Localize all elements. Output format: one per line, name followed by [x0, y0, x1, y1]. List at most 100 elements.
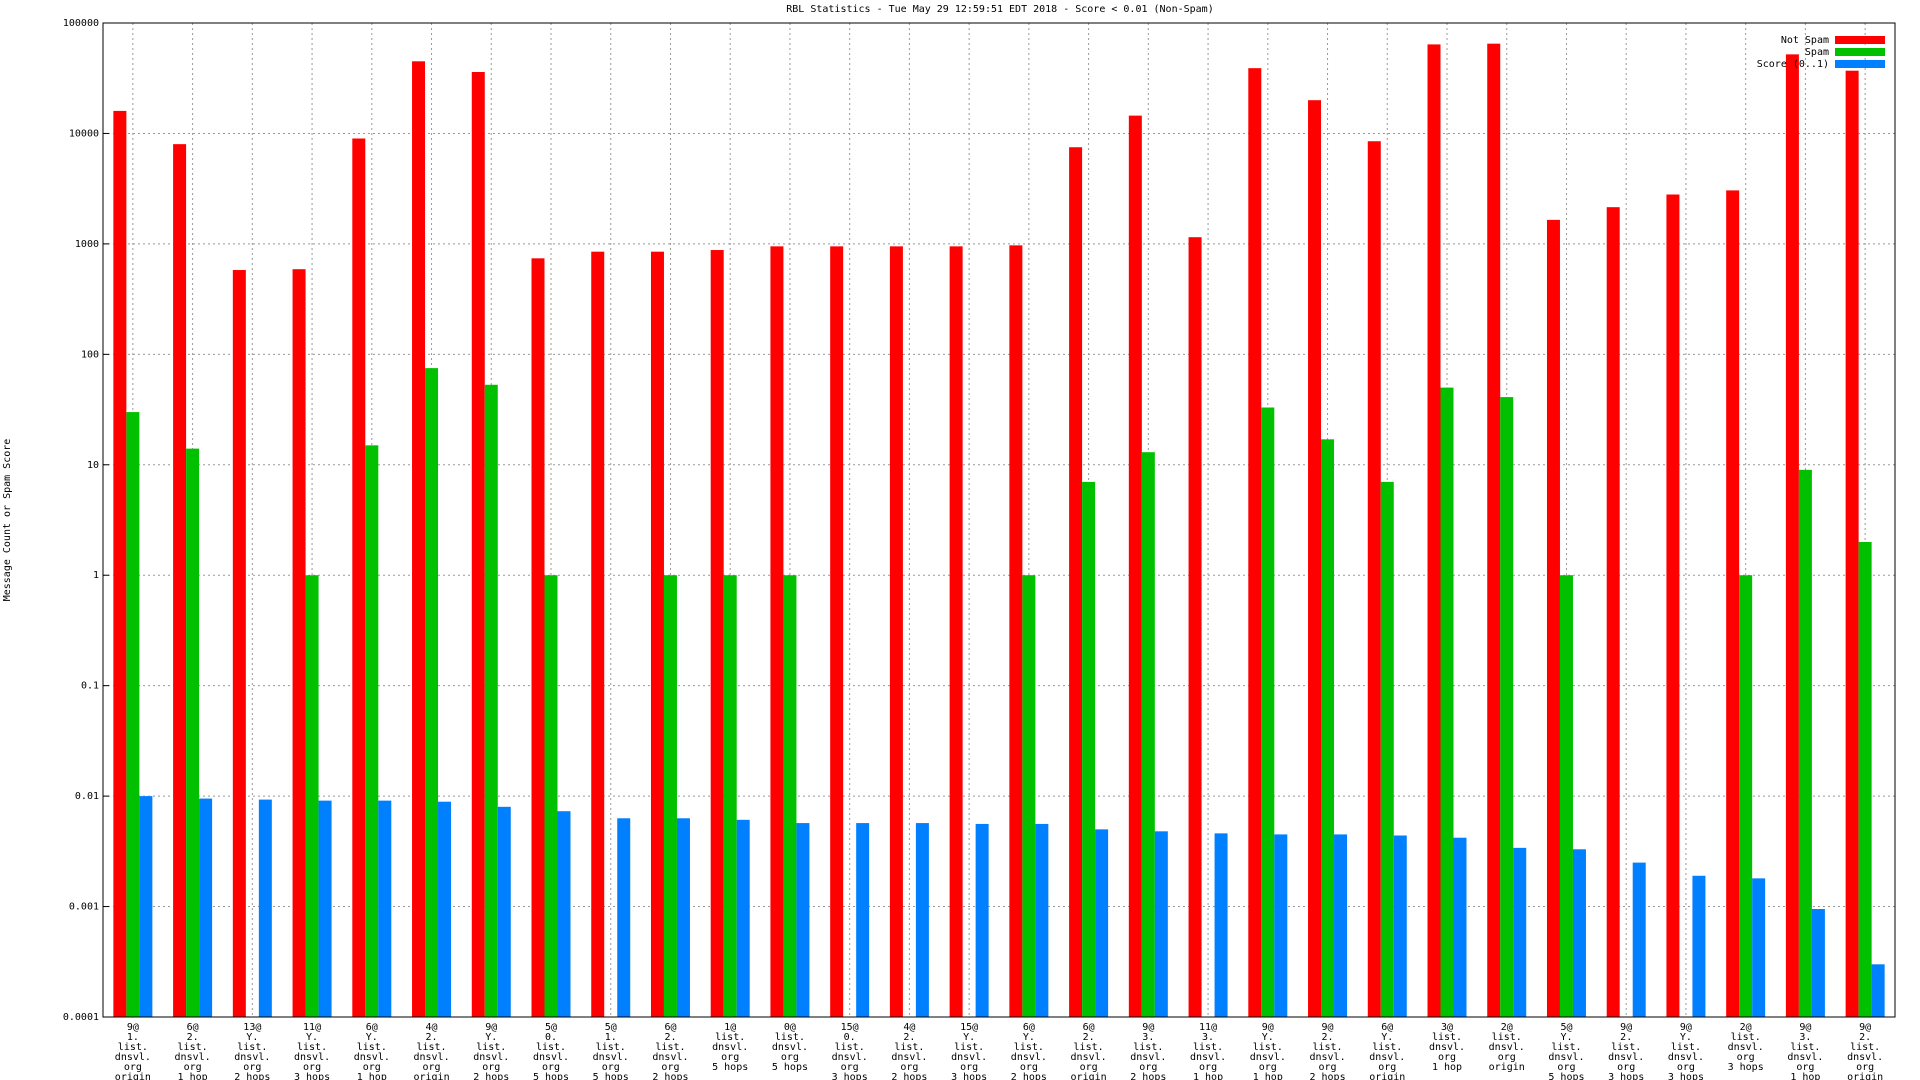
bar [1453, 837, 1467, 1017]
x-tick-label-line: 11@ [303, 1022, 321, 1033]
x-tick-label-line: list. [1253, 1042, 1283, 1053]
x-tick-label-line: 3. [1142, 1032, 1154, 1043]
x-tick-label-line: list. [416, 1042, 446, 1053]
bar [1380, 481, 1394, 1017]
legend-label: Score (0..1) [1757, 59, 1829, 70]
x-tick-label-line: 2 hops [891, 1072, 927, 1080]
x-tick-label-line: org [900, 1062, 918, 1073]
x-tick-label-line: list. [1312, 1042, 1342, 1053]
x-tick-label-line: 9@ [485, 1022, 497, 1033]
x-tick-label-line: org [303, 1062, 321, 1073]
bar [1572, 849, 1586, 1017]
bar [1427, 44, 1441, 1017]
bar [292, 269, 306, 1017]
x-tick-label: 11@ Y. list. dnsvl. org 3 hops [294, 1022, 330, 1080]
x-tick-label: 4@ 2. list. dnsvl. org origin [413, 1022, 449, 1080]
x-tick-label-line: 4@ [426, 1022, 438, 1033]
bar [889, 246, 903, 1018]
x-tick-label-line: dnsvl. [175, 1052, 211, 1063]
bar [783, 575, 797, 1017]
x-tick-label-line: 6@ [1381, 1022, 1393, 1033]
x-tick-label-line: 5@ [605, 1022, 617, 1033]
x-tick-label: 9@ Y. list. dnsvl. org 1 hop [1250, 1022, 1286, 1080]
x-tick-label-line: list. [536, 1042, 566, 1053]
x-tick-label-line: 1 hop [1253, 1072, 1283, 1080]
x-tick-label: 2@ list. dnsvl. org origin [1489, 1022, 1525, 1073]
x-tick-label-line: list. [954, 1042, 984, 1053]
bar [710, 250, 724, 1018]
x-tick-label-line: dnsvl. [1250, 1052, 1286, 1063]
bar [471, 72, 485, 1018]
x-tick-label-line: 2 hops [1011, 1072, 1047, 1080]
x-tick-label-line: dnsvl. [1011, 1052, 1047, 1063]
x-tick-label-line: 2 hops [1309, 1072, 1345, 1080]
y-tick-label: 10000 [69, 128, 99, 139]
x-tick-label-line: dnsvl. [1728, 1042, 1764, 1053]
x-tick-label-line: dnsvl. [1787, 1052, 1823, 1063]
x-tick-label: 5@ 1. list. dnsvl. org 5 hops [593, 1022, 629, 1080]
x-tick-label-line: 9@ [1859, 1022, 1871, 1033]
x-tick-label-line: org [124, 1062, 142, 1073]
bar [1606, 207, 1620, 1017]
bar [497, 806, 511, 1017]
x-tick-label-line: dnsvl. [951, 1052, 987, 1063]
legend-swatch [1835, 60, 1885, 68]
x-tick-label-line: 15@ [960, 1022, 978, 1033]
x-tick-label-line: 1 hop [357, 1072, 387, 1080]
bar [1141, 452, 1155, 1017]
x-tick-label-line: list. [297, 1042, 327, 1053]
x-tick-label-line: list. [1611, 1042, 1641, 1053]
x-tick-label: 6@ Y. list. dnsvl. org 1 hop [354, 1022, 390, 1080]
y-tick-label: 100 [81, 349, 99, 360]
x-tick-label-line: dnsvl. [1489, 1042, 1525, 1053]
bar [1858, 541, 1872, 1017]
x-tick-label-line: 3 hops [1608, 1072, 1644, 1080]
x-tick-label-line: org [1856, 1062, 1874, 1073]
x-tick-label-line: dnsvl. [1130, 1052, 1166, 1063]
bar [591, 251, 605, 1017]
x-tick-label-line: dnsvl. [593, 1052, 629, 1063]
bar [199, 798, 213, 1017]
x-tick-label-line: Y. [1262, 1032, 1274, 1043]
x-tick-label-line: origin [1847, 1072, 1883, 1080]
bar [1128, 115, 1142, 1017]
bar [365, 445, 379, 1017]
x-tick-label-line: org [184, 1062, 202, 1073]
x-tick-label-line: dnsvl. [1847, 1052, 1883, 1063]
x-tick-label-line: org [1139, 1062, 1157, 1073]
x-tick-label-line: org [602, 1062, 620, 1073]
x-tick-label-line: org [363, 1062, 381, 1073]
x-tick-label-line: 2. [1620, 1032, 1632, 1043]
x-tick-label-line: 0. [545, 1032, 557, 1043]
x-tick-label-line: org [841, 1062, 859, 1073]
bar [173, 144, 187, 1018]
x-tick-label-line: 3@ [1441, 1022, 1453, 1033]
x-tick-label-line: 2 hops [652, 1072, 688, 1080]
y-tick-label: 10 [87, 460, 99, 471]
bar [915, 823, 929, 1017]
bar [830, 246, 844, 1018]
x-tick-label-line: 2. [426, 1032, 438, 1043]
x-tick-label-line: org [1737, 1052, 1755, 1063]
x-tick-label-line: 9@ [1142, 1022, 1154, 1033]
x-tick-label-line: 2. [1859, 1032, 1871, 1043]
x-tick-label-line: 11@ [1199, 1022, 1217, 1033]
bar [1248, 68, 1262, 1017]
bar [856, 823, 870, 1017]
bar [796, 823, 810, 1017]
x-tick-label-line: list. [1432, 1032, 1462, 1043]
x-tick-label-line: org [243, 1062, 261, 1073]
x-tick-label-line: 1 hop [178, 1072, 208, 1080]
x-tick-label-line: org [781, 1052, 799, 1063]
bar [412, 61, 426, 1017]
bar [723, 575, 737, 1017]
bar [258, 799, 272, 1017]
x-tick-label-line: list. [775, 1032, 805, 1043]
bar [1845, 70, 1859, 1018]
x-tick-label-line: dnsvl. [1608, 1052, 1644, 1063]
x-tick-label-line: 6@ [366, 1022, 378, 1033]
x-tick-label-line: 5@ [545, 1022, 557, 1033]
bar [1811, 909, 1825, 1017]
x-tick-label: 0@ list. dnsvl. org 5 hops [772, 1022, 808, 1073]
bar [1752, 878, 1766, 1017]
